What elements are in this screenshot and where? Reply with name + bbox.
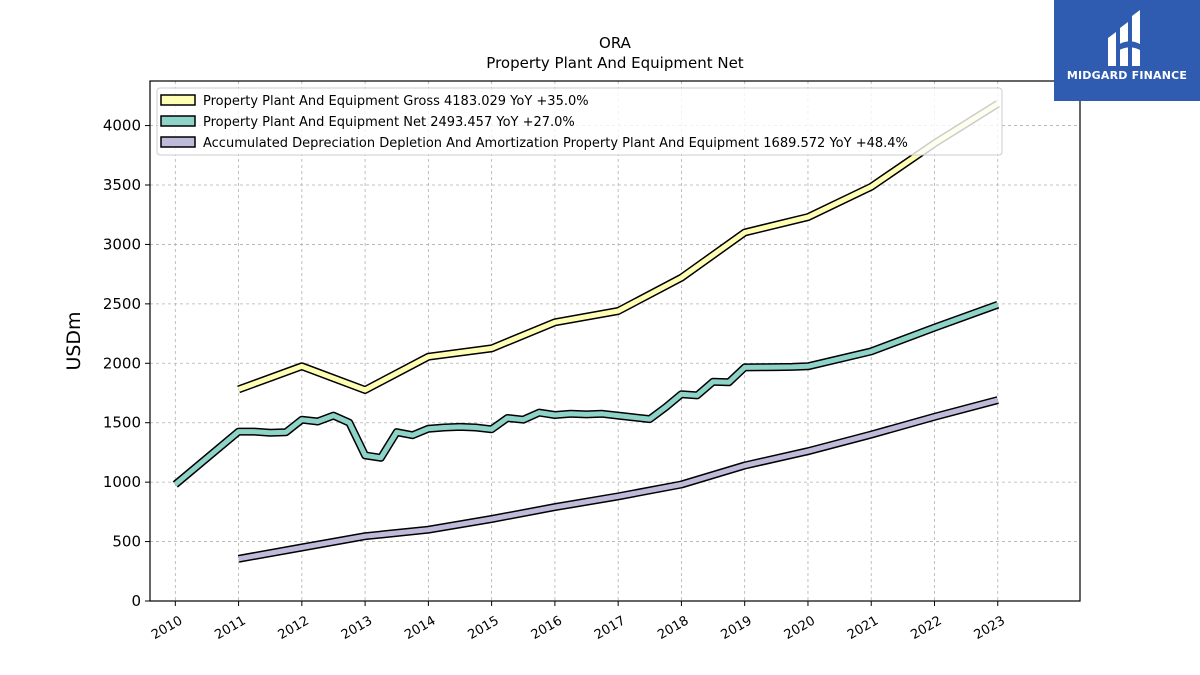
plot-frame bbox=[149, 80, 1081, 602]
series-line-1 bbox=[173, 302, 999, 487]
series-outline-1 bbox=[172, 300, 1000, 488]
legend-box bbox=[156, 87, 1003, 156]
legend-entry-0: Property Plant And Equipment Gross 4183.… bbox=[203, 94, 589, 109]
x-tick-label: 2018 bbox=[655, 613, 691, 643]
midgard-finance-logo: MIDGARD FINANCE bbox=[1054, 0, 1200, 101]
x-tick-label: 2013 bbox=[339, 613, 375, 643]
logo-mark-icon bbox=[1108, 10, 1140, 66]
y-tick-label: 1500 bbox=[103, 414, 141, 432]
series-line-0 bbox=[237, 101, 1000, 393]
x-tick-label: 2017 bbox=[592, 613, 628, 643]
y-axis-label: USDm bbox=[63, 311, 85, 370]
x-tick-label: 2021 bbox=[845, 613, 881, 643]
y-tick-label: 3000 bbox=[103, 235, 141, 253]
y-tick-label: 4000 bbox=[103, 117, 141, 135]
y-tick-label: 1000 bbox=[103, 473, 141, 491]
legend-entry-2: Accumulated Depreciation Depletion And A… bbox=[203, 136, 908, 151]
x-tick-label: 2023 bbox=[972, 613, 1008, 643]
y-tick-label: 2000 bbox=[103, 354, 141, 372]
x-tick-label: 2019 bbox=[719, 613, 755, 643]
x-tick-label: 2020 bbox=[782, 613, 818, 643]
legend-entry-1: Property Plant And Equipment Net 2493.45… bbox=[203, 115, 575, 130]
x-tick-label: 2015 bbox=[465, 613, 501, 643]
x-axis: 2010 2011 2012 2013 2014 2015 2016 2017 2018 2019… bbox=[149, 601, 1008, 643]
y-tick-label: 500 bbox=[112, 533, 141, 551]
legend-swatch-0 bbox=[160, 94, 196, 106]
x-tick-label: 2014 bbox=[402, 613, 438, 643]
legend-swatch-1 bbox=[160, 115, 196, 127]
series-layer bbox=[172, 100, 1000, 563]
grid bbox=[150, 81, 1080, 602]
y-tick-label: 0 bbox=[131, 592, 141, 610]
y-tick-label: 3500 bbox=[103, 176, 141, 194]
chart-subtitle: Property Plant And Equipment Net bbox=[486, 54, 743, 72]
legend-swatch-2 bbox=[160, 136, 196, 148]
y-axis: 0 500 1000 1500 2000 2500 3000 3500 4000 bbox=[103, 117, 150, 610]
x-tick-label: 2012 bbox=[276, 613, 312, 643]
series-line-2 bbox=[238, 397, 999, 562]
x-tick-label: 2022 bbox=[908, 613, 944, 643]
x-tick-label: 2011 bbox=[212, 613, 248, 643]
y-tick-label: 2500 bbox=[103, 295, 141, 313]
chart-title: ORA bbox=[599, 34, 632, 52]
legend: Property Plant And Equipment Gross 4183.… bbox=[156, 87, 1003, 156]
x-tick-label: 2016 bbox=[529, 613, 565, 643]
logo-text: MIDGARD FINANCE bbox=[1066, 69, 1188, 82]
x-tick-label: 2010 bbox=[149, 613, 185, 643]
